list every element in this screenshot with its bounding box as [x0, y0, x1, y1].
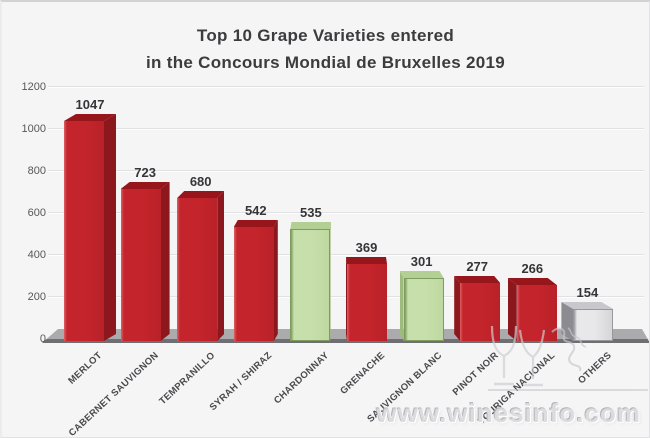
bar-value-label: 535 [300, 205, 322, 220]
y-axis-tick-label: 1200 [21, 81, 46, 93]
bar-front-face [290, 229, 331, 341]
bar-top-face [399, 271, 444, 278]
y-axis-tick-label: 600 [27, 207, 46, 219]
y-axis-tick-label: 800 [27, 165, 46, 177]
y-axis-tick-label: 400 [27, 249, 46, 261]
bar-value-label: 723 [134, 165, 156, 180]
bar-value-label: 1047 [75, 97, 105, 112]
gridline-1000 [48, 128, 644, 130]
bar-cabernet-sauvignon [120, 182, 170, 341]
bar-value-label: 301 [410, 254, 433, 269]
x-axis-category-label: GRENACHE [338, 350, 388, 397]
bar-top-face [507, 278, 557, 285]
bar-front-face [120, 189, 161, 341]
bar-top-face [120, 182, 170, 189]
bar-merlot [64, 114, 116, 341]
bar-front-face [177, 198, 218, 341]
bar-value-label: 369 [355, 240, 378, 255]
y-axis-tick-label: 200 [27, 291, 46, 303]
bar-side-face [273, 220, 278, 341]
gridline-400 [48, 254, 644, 256]
bar-grenache [346, 257, 387, 341]
bar-top-face [454, 276, 501, 283]
bar-side-face [399, 271, 404, 341]
bar-front-face [460, 283, 501, 341]
chart-title-line-2: in the Concours Mondial de Bruxelles 201… [146, 53, 505, 72]
bar-top-face [233, 220, 278, 227]
y-axis-tick-label: 0 [39, 333, 46, 345]
bar-chardonnay [290, 222, 332, 341]
bar-front-face [573, 309, 614, 341]
bar-value-label: 154 [576, 285, 599, 300]
bar-touriga-nacional [507, 278, 557, 341]
bar-value-label: 277 [466, 259, 489, 274]
bar-side-face [454, 276, 461, 341]
bar-side-face [330, 222, 332, 341]
bar-side-face [507, 278, 517, 341]
bar-syrah-shiraz [233, 220, 278, 341]
bar-top-face [561, 302, 614, 309]
bar-value-label: 680 [189, 174, 212, 189]
bar-front-face [233, 227, 274, 341]
bar-tempranillo [177, 191, 225, 341]
chart-title: Top 10 Grape Varieties entered in the Co… [2, 22, 649, 76]
bar-front-face [516, 285, 557, 341]
bar-front-face [347, 264, 387, 341]
gridline-800 [48, 170, 644, 172]
y-axis-tick-label: 1000 [21, 123, 46, 135]
x-axis-category-label: TEMPRANILLO [157, 350, 218, 408]
bar-value-label: 542 [244, 203, 267, 218]
bar-top-face [64, 114, 116, 121]
bar-top-face [346, 257, 387, 264]
bar-side-face [104, 114, 116, 341]
bar-top-face [290, 222, 332, 229]
bar-front-face [64, 121, 104, 341]
bar-front-face [403, 278, 444, 341]
x-axis-category-label: MERLOT [66, 350, 105, 387]
bar-pinot-noir [454, 276, 501, 341]
bar-side-face [160, 182, 170, 341]
bar-top-face [177, 191, 225, 198]
bar-value-label: 266 [521, 261, 544, 276]
bar-side-face [217, 191, 225, 341]
gridline-1200 [48, 86, 644, 88]
bar-side-face [346, 257, 347, 341]
x-axis-category-label: CHARDONNAY [271, 350, 331, 407]
chart-title-line-1: Top 10 Grape Varieties entered [196, 26, 455, 45]
bar-sauvignon-blanc [399, 271, 444, 341]
wine-glasses-icon [488, 325, 648, 391]
gridline-600 [48, 212, 644, 214]
x-axis-category-label: SYRAH / SHIRAZ [207, 350, 275, 414]
watermark-url: www.winesinfo.com [376, 398, 641, 428]
